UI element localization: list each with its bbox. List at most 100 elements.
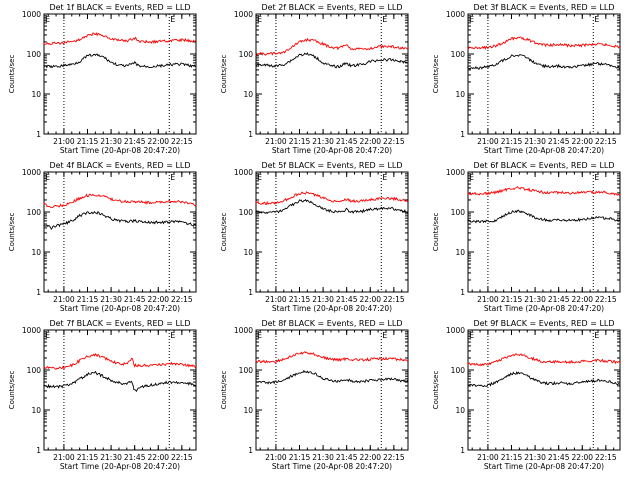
lld-series-line: [467, 186, 621, 196]
x-tick-label: 21:00: [477, 453, 499, 462]
y-tick-label: 100: [27, 208, 42, 217]
chart-panel-9: Det 9f BLACK = Events, RED = LLD 1 10 100 10…: [432, 319, 621, 471]
x-tick-label: 22:15: [595, 453, 617, 462]
x-tick-label: 21:00: [265, 453, 287, 462]
flag-label: E: [257, 173, 262, 182]
x-tick-label: 22:15: [383, 137, 405, 146]
x-tick-label: 21:30: [524, 295, 546, 304]
y-tick-label: 1: [36, 130, 41, 139]
x-tick-label: 21:30: [100, 453, 122, 462]
y-axis-label: Counts/sec: [220, 371, 228, 410]
y-axis-label: Counts/sec: [8, 213, 16, 252]
x-tick-label: 22:00: [359, 295, 381, 304]
x-tick-label: 22:15: [383, 295, 405, 304]
y-tick-label: 10: [31, 406, 41, 415]
flag-label: E: [382, 173, 387, 182]
y-tick-label: 1: [248, 288, 253, 297]
panels: Det 1f BLACK = Events, RED = LLD 1 10 100 10…: [8, 3, 621, 471]
x-tick-label: 21:15: [501, 295, 523, 304]
y-tick-label: 100: [27, 366, 42, 375]
y-axis-label: Counts/sec: [432, 55, 440, 94]
chart-title: Det 3f BLACK = Events, RED = LLD: [473, 3, 614, 12]
chart-title: Det 4f BLACK = Events, RED = LLD: [49, 161, 190, 170]
x-tick-label: 21:30: [312, 453, 334, 462]
x-axis-label: Start Time (20-Apr-08 20:47:20): [272, 146, 392, 155]
chart-panel-3: Det 3f BLACK = Events, RED = LLD 1 10 100 10…: [432, 3, 621, 155]
lld-series-line: [467, 36, 621, 51]
plot-frame: [467, 329, 621, 451]
x-axis-label: Start Time (20-Apr-08 20:47:20): [60, 304, 180, 313]
x-tick-label: 21:00: [477, 137, 499, 146]
flag-label: E: [594, 173, 599, 182]
plot-frame: [255, 329, 409, 451]
y-tick-label: 10: [455, 90, 465, 99]
flag-label: E: [45, 15, 50, 24]
flag-label: E: [469, 173, 474, 182]
y-tick-label: 1: [460, 446, 465, 455]
events-series-line: [255, 369, 409, 385]
flag-label: E: [257, 15, 262, 24]
x-tick-label: 21:45: [336, 453, 358, 462]
flag-label: E: [382, 15, 387, 24]
chart-title: Det 5f BLACK = Events, RED = LLD: [261, 161, 402, 170]
x-tick-label: 22:00: [147, 137, 169, 146]
y-tick-label: 10: [243, 90, 253, 99]
x-tick-label: 21:45: [336, 137, 358, 146]
x-tick-label: 22:00: [147, 453, 169, 462]
plot-frame: [43, 171, 197, 293]
plot-frame: [255, 13, 409, 135]
y-tick-label: 100: [451, 208, 466, 217]
chart-panel-4: Det 4f BLACK = Events, RED = LLD 1 10 100 10…: [8, 161, 197, 313]
x-tick-label: 22:15: [171, 137, 193, 146]
chart-title: Det 9f BLACK = Events, RED = LLD: [473, 319, 614, 328]
y-tick-label: 1000: [234, 168, 253, 177]
chart-title: Det 6f BLACK = Events, RED = LLD: [473, 161, 614, 170]
x-axis-label: Start Time (20-Apr-08 20:47:20): [60, 462, 180, 471]
y-tick-label: 100: [27, 50, 42, 59]
y-tick-label: 1: [36, 446, 41, 455]
chart-panel-6: Det 6f BLACK = Events, RED = LLD 1 10 100 10…: [432, 161, 621, 313]
y-tick-label: 1000: [234, 10, 253, 19]
plot-frame: [467, 171, 621, 293]
x-tick-label: 21:15: [289, 453, 311, 462]
x-tick-label: 21:15: [289, 295, 311, 304]
y-tick-label: 100: [451, 50, 466, 59]
y-tick-label: 1000: [446, 168, 465, 177]
x-tick-label: 21:15: [501, 453, 523, 462]
events-series-line: [43, 370, 197, 393]
lld-series-line: [255, 351, 409, 364]
plot-frame: [43, 13, 197, 135]
flag-label: E: [45, 173, 50, 182]
chart-title: Det 7f BLACK = Events, RED = LLD: [49, 319, 190, 328]
x-tick-label: 22:15: [171, 295, 193, 304]
x-tick-label: 21:45: [548, 295, 570, 304]
x-tick-label: 21:30: [100, 295, 122, 304]
events-series-line: [255, 198, 409, 215]
x-tick-label: 21:00: [265, 295, 287, 304]
chart-title: Det 8f BLACK = Events, RED = LLD: [261, 319, 402, 328]
y-tick-label: 1: [248, 130, 253, 139]
events-series-line: [467, 209, 621, 224]
y-tick-label: 100: [239, 366, 254, 375]
y-tick-label: 1000: [446, 10, 465, 19]
x-axis-label: Start Time (20-Apr-08 20:47:20): [272, 462, 392, 471]
y-tick-label: 1000: [22, 168, 41, 177]
chart-title: Det 1f BLACK = Events, RED = LLD: [49, 3, 190, 12]
lld-series-line: [43, 32, 197, 46]
flag-label: E: [170, 173, 175, 182]
chart-panel-7: Det 7f BLACK = Events, RED = LLD 1 10 100 10…: [8, 319, 197, 471]
lld-series-line: [467, 353, 621, 367]
x-tick-label: 21:45: [124, 453, 146, 462]
x-tick-label: 21:00: [53, 453, 75, 462]
y-tick-label: 10: [31, 248, 41, 257]
x-tick-label: 21:15: [77, 137, 99, 146]
x-tick-label: 22:00: [147, 295, 169, 304]
y-tick-label: 100: [451, 366, 466, 375]
x-axis-label: Start Time (20-Apr-08 20:47:20): [484, 146, 604, 155]
x-tick-label: 21:45: [336, 295, 358, 304]
x-axis-label: Start Time (20-Apr-08 20:47:20): [484, 462, 604, 471]
y-tick-label: 1000: [22, 326, 41, 335]
lld-series-line: [43, 353, 197, 370]
y-tick-label: 10: [455, 406, 465, 415]
